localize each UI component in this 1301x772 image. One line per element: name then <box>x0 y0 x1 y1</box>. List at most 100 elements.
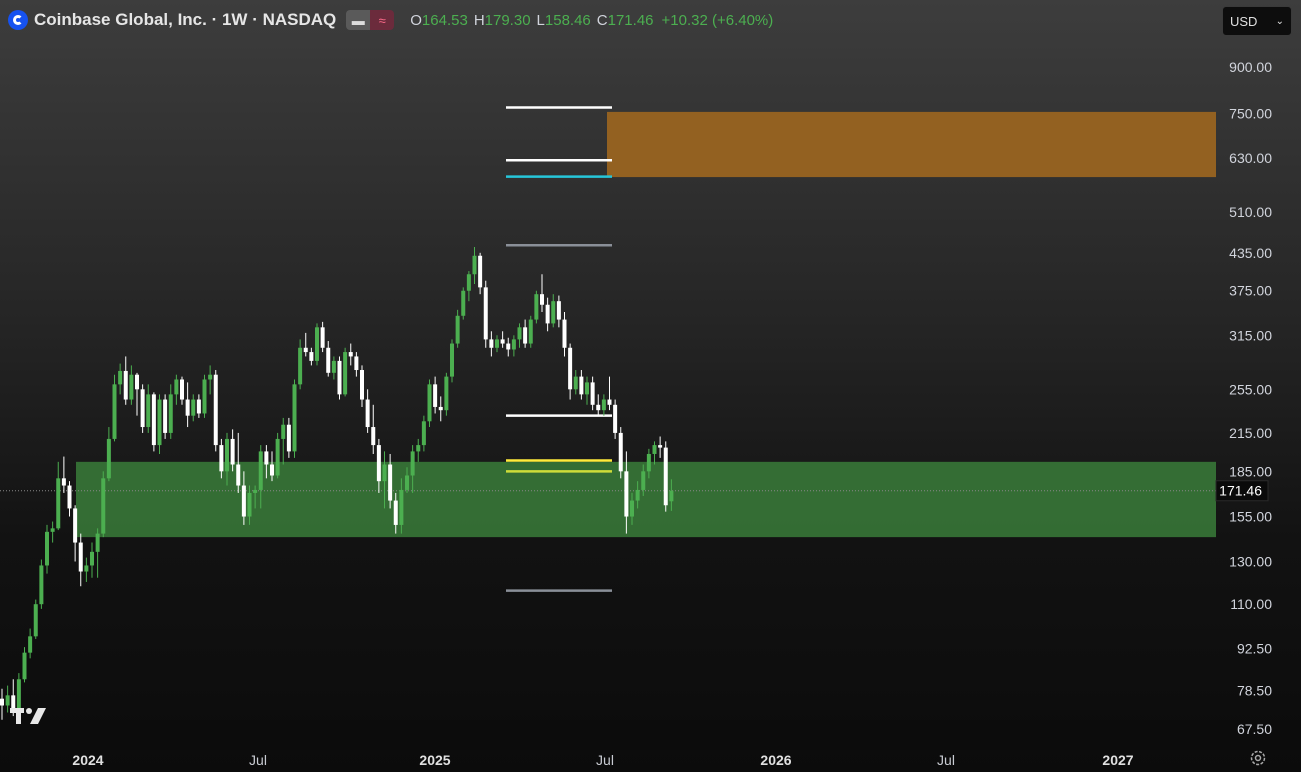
candle <box>275 432 280 479</box>
candle <box>466 271 471 302</box>
candle <box>461 287 466 320</box>
zones-layer <box>76 111 1216 538</box>
candle-body <box>213 374 218 446</box>
candle-body <box>45 531 49 566</box>
candle <box>225 432 229 486</box>
candle-body <box>112 384 117 439</box>
y-tick-label: 255.00 <box>1229 381 1272 397</box>
candle-body <box>478 255 483 288</box>
candle <box>67 481 72 517</box>
indicator-pill[interactable]: ▬ ≈ <box>346 10 395 30</box>
candle-body <box>61 478 66 486</box>
y-tick-label: 900.00 <box>1229 59 1272 75</box>
candle <box>90 542 94 578</box>
candle <box>534 290 539 324</box>
candle-body <box>523 327 528 344</box>
time-axis[interactable]: 2024 Jul 2025 Jul 2026 Jul 2027 <box>72 752 1133 768</box>
candle <box>551 294 556 328</box>
candle-body <box>399 489 404 525</box>
candle <box>101 471 106 538</box>
candle <box>568 343 573 400</box>
candle <box>0 688 4 720</box>
candle-body <box>56 478 61 529</box>
candle-body <box>607 399 612 405</box>
candle-body <box>354 356 359 371</box>
candle-body <box>360 370 364 400</box>
y-tick-label: 78.50 <box>1237 682 1272 698</box>
symbol-title[interactable]: Coinbase Global, Inc. · 1W · NASDAQ <box>34 10 337 29</box>
candle <box>163 394 168 439</box>
candle <box>646 448 651 479</box>
candle-body <box>253 489 258 493</box>
candle <box>478 252 483 295</box>
candle <box>281 417 286 465</box>
levels-layer <box>506 106 612 592</box>
candle <box>444 372 449 416</box>
demand-zone <box>76 461 1216 538</box>
y-tick-label: 155.00 <box>1229 509 1272 525</box>
candle-body <box>247 492 252 517</box>
candle <box>241 471 246 525</box>
candle-body <box>618 432 623 472</box>
candle <box>506 337 511 357</box>
candle <box>624 451 629 534</box>
ohlc-high-value: 179.30 <box>484 11 531 29</box>
candle-body <box>78 542 83 572</box>
candle <box>174 374 179 405</box>
minus-icon[interactable]: ▬ <box>346 10 371 30</box>
candle-body <box>663 447 668 506</box>
candle-body <box>219 445 224 472</box>
candle <box>298 339 303 390</box>
wave-icon[interactable]: ≈ <box>370 10 395 30</box>
candle-body <box>236 464 241 486</box>
candle <box>596 394 601 416</box>
candle-body <box>495 339 499 348</box>
x-tick-label: 2024 <box>72 752 103 768</box>
candle-body <box>416 445 421 452</box>
candle-body <box>106 438 111 479</box>
ohlc-low-value: 158.46 <box>544 11 591 29</box>
candle <box>129 365 134 405</box>
gear-icon[interactable] <box>1249 749 1267 767</box>
candle-body <box>315 327 319 361</box>
candle-body <box>573 376 578 390</box>
candle <box>450 339 454 383</box>
candle-body <box>596 404 601 411</box>
candle <box>585 376 589 405</box>
candle-body <box>545 304 550 324</box>
candle-body <box>585 382 589 395</box>
candle <box>540 274 544 313</box>
candle-body <box>658 445 663 448</box>
price-axis[interactable]: 900.00 750.00 630.00 510.00 435.00 375.00 315.… <box>1215 59 1272 737</box>
candle-body <box>669 490 674 502</box>
candle <box>556 295 561 328</box>
candle <box>337 356 342 400</box>
candle-body <box>337 360 342 395</box>
candle-body <box>326 347 331 373</box>
candle <box>78 533 83 587</box>
candle-body <box>101 478 106 534</box>
candle <box>258 445 263 509</box>
candle <box>495 335 499 353</box>
candle <box>39 559 44 609</box>
candle <box>635 481 640 509</box>
candle-body <box>388 464 393 501</box>
x-tick-label: Jul <box>937 752 955 768</box>
candle-body <box>500 339 505 344</box>
candle-body <box>376 445 381 482</box>
candle <box>61 456 66 493</box>
candle <box>348 343 353 366</box>
candle-body <box>298 347 303 385</box>
candle <box>573 370 578 395</box>
candle-body <box>365 399 370 428</box>
candle-body <box>163 399 168 433</box>
candle-body <box>421 421 426 446</box>
currency-dropdown[interactable]: USD ⌄ <box>1222 6 1292 36</box>
candle-body <box>551 301 556 324</box>
candle <box>73 505 78 562</box>
candle <box>123 356 128 405</box>
candle <box>438 396 443 422</box>
candle-body <box>517 327 522 340</box>
candle-body <box>635 489 640 501</box>
